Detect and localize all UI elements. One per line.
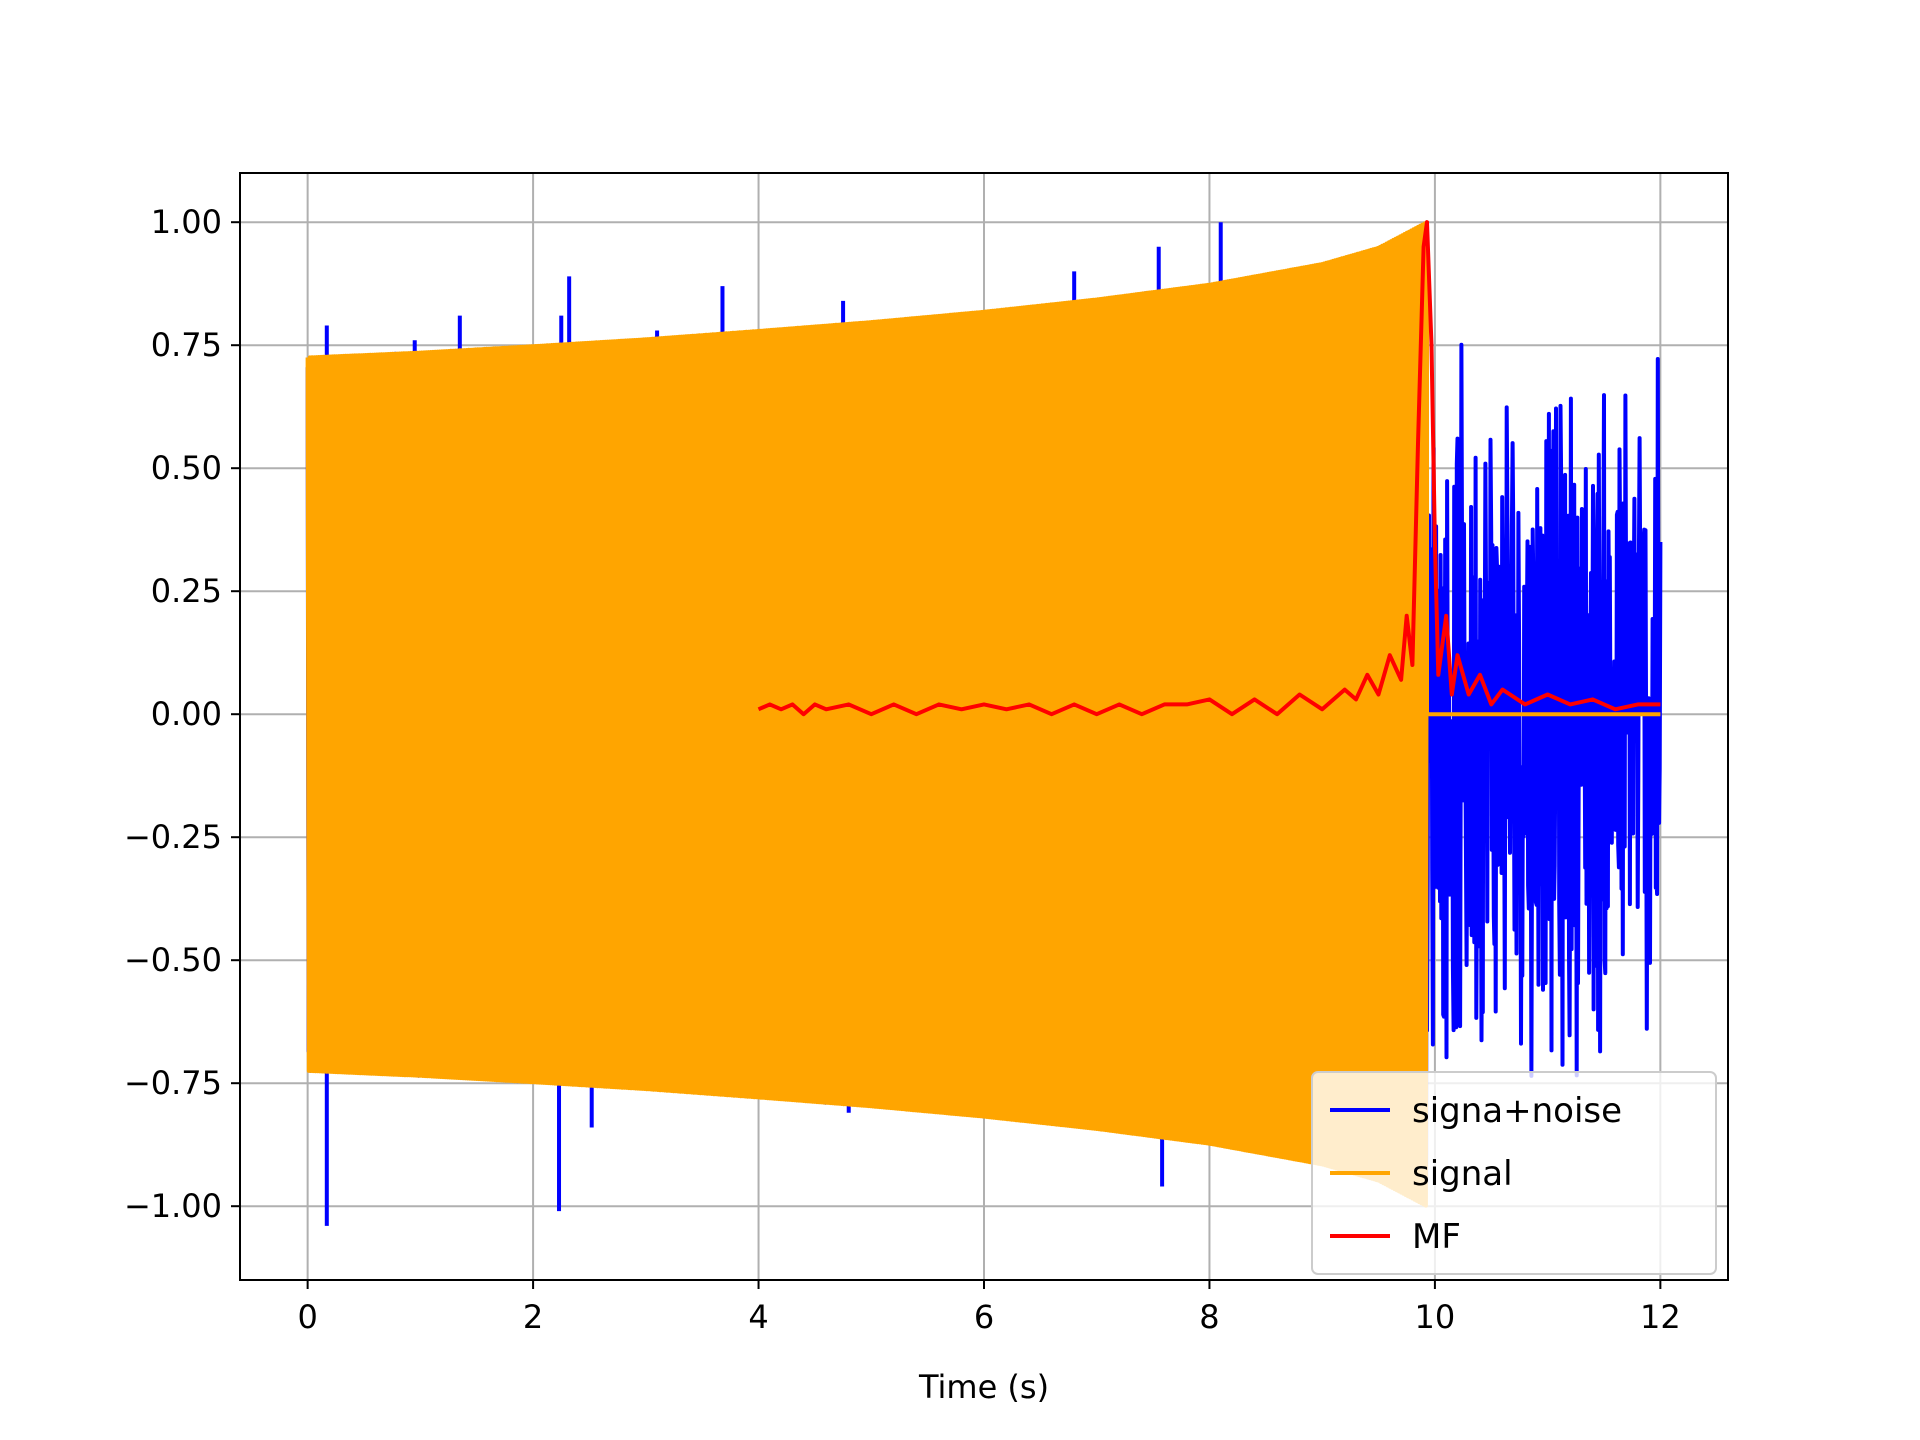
y-tick-label: 0.50 (151, 449, 222, 487)
y-tick-label: 0.25 (151, 572, 222, 610)
series-mf-line (757, 220, 1661, 717)
legend: signa+noise signal MF (1311, 1071, 1717, 1275)
y-tick-label: 0.75 (151, 326, 222, 364)
y-tick-label: 0.00 (151, 695, 222, 733)
y-tick-label: −0.50 (124, 941, 222, 979)
legend-label: signal (1412, 1154, 1513, 1194)
legend-label: signa+noise (1412, 1091, 1622, 1131)
x-tick-label: 10 (1415, 1298, 1456, 1336)
y-tick-label: −1.00 (124, 1187, 222, 1225)
x-axis-label: Time (s) (918, 1368, 1049, 1406)
y-tick-label: −0.25 (124, 818, 222, 856)
plot-content (305, 220, 1663, 1226)
x-tick-label: 2 (523, 1298, 543, 1336)
legend-frame (1311, 1071, 1717, 1275)
x-tick-label: 6 (974, 1298, 994, 1336)
x-tick-label: 4 (748, 1298, 768, 1336)
y-tick-label: −0.75 (124, 1064, 222, 1102)
x-tick-label: 8 (1199, 1298, 1219, 1336)
y-tick-label: 1.00 (151, 203, 222, 241)
series-signal-line (305, 220, 1661, 1208)
x-tick-label: 0 (297, 1298, 317, 1336)
x-tick-label: 12 (1640, 1298, 1681, 1336)
axis-ticks: 0 2 4 6 8 10 12 1.00 0.75 0.50 0.25 0.00 −0.25 −0.50 −… (124, 203, 1681, 1336)
legend-label: MF (1412, 1217, 1461, 1257)
